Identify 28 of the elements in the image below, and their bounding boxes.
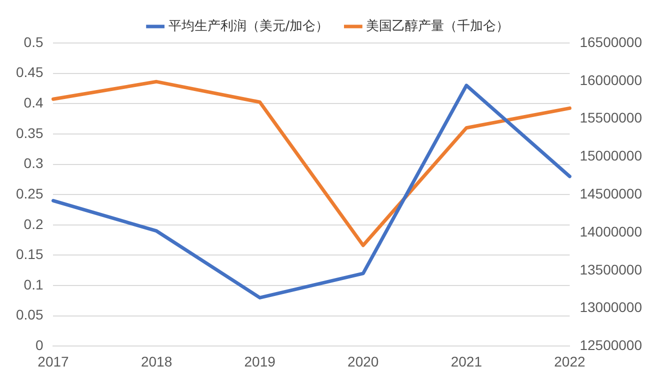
y-tick-label: 0.15 (16, 246, 44, 262)
y-tick-label: 0.4 (24, 94, 44, 110)
y-tick-label: 0.2 (24, 216, 44, 232)
y2-tick-label: 15500000 (580, 110, 642, 126)
x-tick-label: 2020 (348, 353, 379, 370)
y-tick-label: 0.1 (24, 276, 44, 292)
y2-tick-label: 15000000 (580, 148, 642, 164)
x-tick-label: 2021 (450, 353, 482, 370)
x-tick-label: 2018 (140, 353, 172, 370)
x-tick-label: 2017 (38, 353, 70, 370)
y-tick-label: 0.45 (16, 64, 44, 80)
y-tick-label: 0.3 (24, 155, 44, 172)
x-tick-label: 2019 (244, 353, 276, 370)
y-tick-label: 0.5 (24, 34, 44, 50)
y2-tick-label: 12500000 (580, 337, 642, 354)
legend-label: 美国乙醇产量（千加仑） (366, 18, 510, 34)
y-tick-label: 0.35 (16, 124, 44, 141)
y2-tick-label: 16500000 (580, 34, 642, 50)
y2-tick-label: 14000000 (580, 223, 642, 240)
y2-tick-label: 14500000 (580, 185, 642, 202)
x-tick-label: 2022 (554, 353, 586, 370)
legend-label: 平均生产利润（美元/加仑） (168, 18, 329, 34)
y2-tick-label: 13500000 (580, 261, 642, 278)
y2-tick-label: 16000000 (580, 72, 642, 88)
y-tick-label: 0 (35, 337, 44, 354)
y-tick-label: 0.05 (16, 306, 44, 323)
y2-tick-label: 13000000 (580, 299, 642, 316)
y-tick-label: 0.25 (16, 185, 44, 202)
